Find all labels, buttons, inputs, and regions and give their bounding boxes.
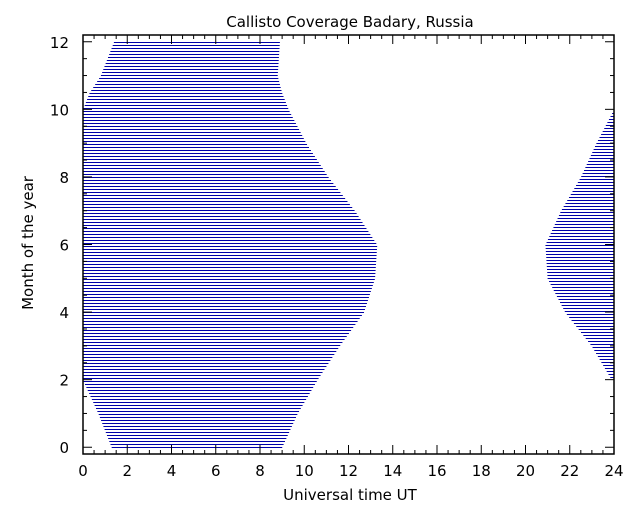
x-tick-label: 8: [255, 462, 265, 480]
y-tick-label: 12: [50, 34, 69, 52]
x-tick-label: 14: [383, 462, 402, 480]
y-tick-label: 6: [59, 237, 69, 255]
y-axis-label: Month of the year: [19, 175, 37, 310]
y-tick-label: 8: [59, 169, 69, 187]
x-tick-label: 4: [167, 462, 177, 480]
coverage-region-2: [545, 114, 614, 378]
x-tick-label: 2: [122, 462, 132, 480]
coverage-hatching: [83, 43, 614, 448]
x-tick-label: 10: [295, 462, 314, 480]
y-tick-label: 0: [59, 439, 69, 457]
y-tick-label: 2: [59, 372, 69, 390]
x-tick-label: 12: [339, 462, 358, 480]
x-tick-label: 16: [427, 462, 446, 480]
y-tick-label: 10: [50, 101, 69, 119]
y-tick-label: 4: [59, 304, 69, 322]
plot-frame: [83, 35, 614, 454]
x-tick-label: 24: [604, 462, 623, 480]
x-axis-label: Universal time UT: [283, 486, 418, 504]
x-tick-label: 18: [472, 462, 491, 480]
x-tick-label: 0: [78, 462, 88, 480]
chart-title: Callisto Coverage Badary, Russia: [226, 13, 473, 31]
x-tick-label: 22: [560, 462, 579, 480]
x-tick-label: 20: [516, 462, 535, 480]
x-tick-label: 6: [211, 462, 221, 480]
coverage-region-1: [83, 43, 377, 448]
